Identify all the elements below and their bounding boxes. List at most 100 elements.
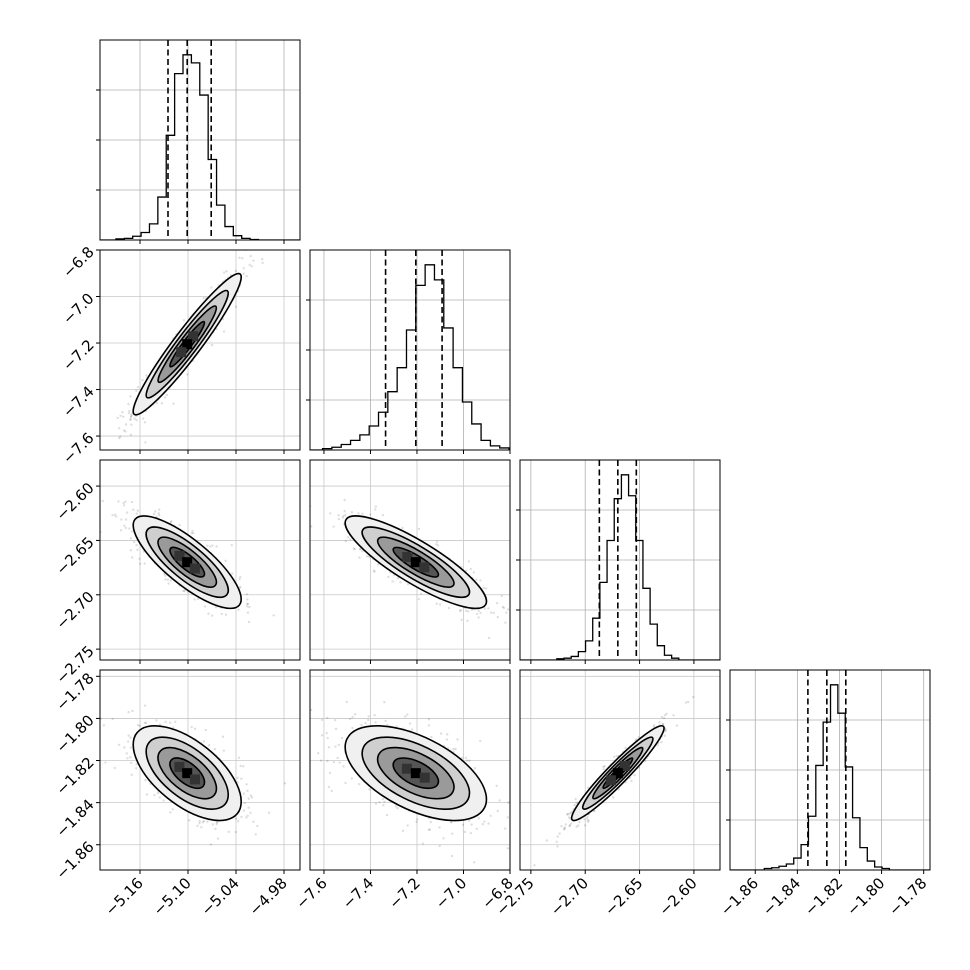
scatter-point [500, 594, 504, 598]
scatter-point [563, 826, 567, 829]
scatter-point [213, 747, 217, 751]
scatter-point [602, 765, 605, 769]
scatter-point [261, 261, 264, 265]
scatter-point [378, 800, 381, 804]
scatter-point [230, 543, 234, 547]
scatter-point [254, 833, 257, 836]
scatter-point [124, 500, 127, 503]
scatter-point [602, 767, 605, 771]
x-tick-label: −1.86 [717, 874, 762, 919]
scatter-point [366, 718, 370, 722]
scatter-point [337, 517, 341, 521]
scatter-point [661, 723, 665, 726]
scatter-point [421, 842, 425, 845]
scatter-point [152, 512, 156, 516]
scatter-point [320, 718, 324, 721]
density-core-cell [176, 347, 187, 358]
scatter-point [193, 727, 197, 731]
scatter-point [329, 512, 332, 515]
scatter-point [130, 530, 134, 533]
scatter-point [111, 717, 114, 721]
scatter-point [237, 608, 240, 611]
scatter-point [326, 759, 329, 763]
scatter-point [169, 579, 173, 582]
scatter-point [130, 423, 133, 426]
scatter-point [158, 513, 161, 517]
scatter-point [417, 527, 421, 531]
scatter-point [247, 797, 250, 800]
scatter-point [401, 829, 405, 832]
scatter-point [250, 796, 254, 799]
density-layer [520, 670, 720, 870]
y-tick-label: −7.2 [59, 336, 97, 374]
x-tick-label: −1.78 [885, 874, 930, 919]
scatter-point [127, 402, 130, 406]
panel-1-1 [306, 249, 511, 454]
scatter-point [427, 724, 431, 727]
scatter-point [127, 411, 131, 415]
scatter-point [348, 717, 352, 721]
scatter-point [196, 597, 200, 601]
x-tick-label: −7.6 [292, 874, 330, 912]
density-core-cell [174, 761, 185, 772]
scatter-point [77, 473, 79, 475]
scatter-point [214, 827, 217, 831]
scatter-point [556, 845, 559, 848]
x-tick-label: −2.60 [656, 874, 701, 919]
scatter-point [381, 513, 385, 517]
scatter-point [145, 374, 148, 377]
scatter-point [461, 823, 465, 827]
scatter-point [130, 413, 133, 417]
scatter-point [385, 813, 389, 817]
scatter-point [209, 843, 213, 846]
scatter-point [573, 803, 576, 807]
scatter-point [342, 765, 345, 768]
scatter-point [533, 864, 536, 867]
density-layer [310, 460, 510, 660]
scatter-point [466, 610, 470, 613]
scatter-point [558, 832, 561, 835]
scatter-point [155, 515, 158, 518]
scatter-point [435, 540, 439, 544]
scatter-point [126, 757, 129, 760]
scatter-point [656, 744, 659, 747]
x-tick-label: −5.04 [198, 874, 243, 919]
scatter-point [129, 756, 132, 759]
panel-frame [99, 459, 301, 661]
scatter-point [334, 727, 338, 731]
scatter-point [338, 761, 341, 764]
scatter-point [630, 779, 633, 783]
scatter-point [652, 724, 656, 727]
scatter-point [343, 510, 346, 513]
density-core-cell [182, 557, 193, 568]
scatter-point [469, 831, 472, 835]
scatter-point [246, 789, 249, 793]
scatter-point [410, 728, 414, 731]
scatter-point [224, 559, 227, 563]
scatter-point [129, 746, 133, 749]
scatter-point [361, 550, 364, 553]
scatter-point [241, 257, 244, 260]
scatter-point [506, 816, 509, 819]
scatter-point [249, 794, 253, 797]
scatter-point [143, 721, 147, 725]
scatter-point [464, 609, 468, 612]
y-tick-label: −7.4 [59, 382, 97, 420]
scatter-point [465, 569, 468, 572]
scatter-point [135, 543, 138, 547]
scatter-point [438, 844, 441, 848]
scatter-point [225, 269, 228, 273]
scatter-point [164, 578, 167, 581]
scatter-point [481, 822, 485, 826]
scatter-point [344, 781, 347, 785]
panel-frame [99, 249, 301, 451]
scatter-point [364, 721, 367, 725]
scatter-point [143, 562, 146, 565]
scatter-point [484, 587, 488, 590]
scatter-point [475, 827, 478, 831]
scatter-point [135, 418, 138, 422]
scatter-point [435, 602, 438, 605]
scatter-point [168, 721, 172, 724]
scatter-point [353, 713, 357, 716]
scatter-point [369, 513, 372, 516]
